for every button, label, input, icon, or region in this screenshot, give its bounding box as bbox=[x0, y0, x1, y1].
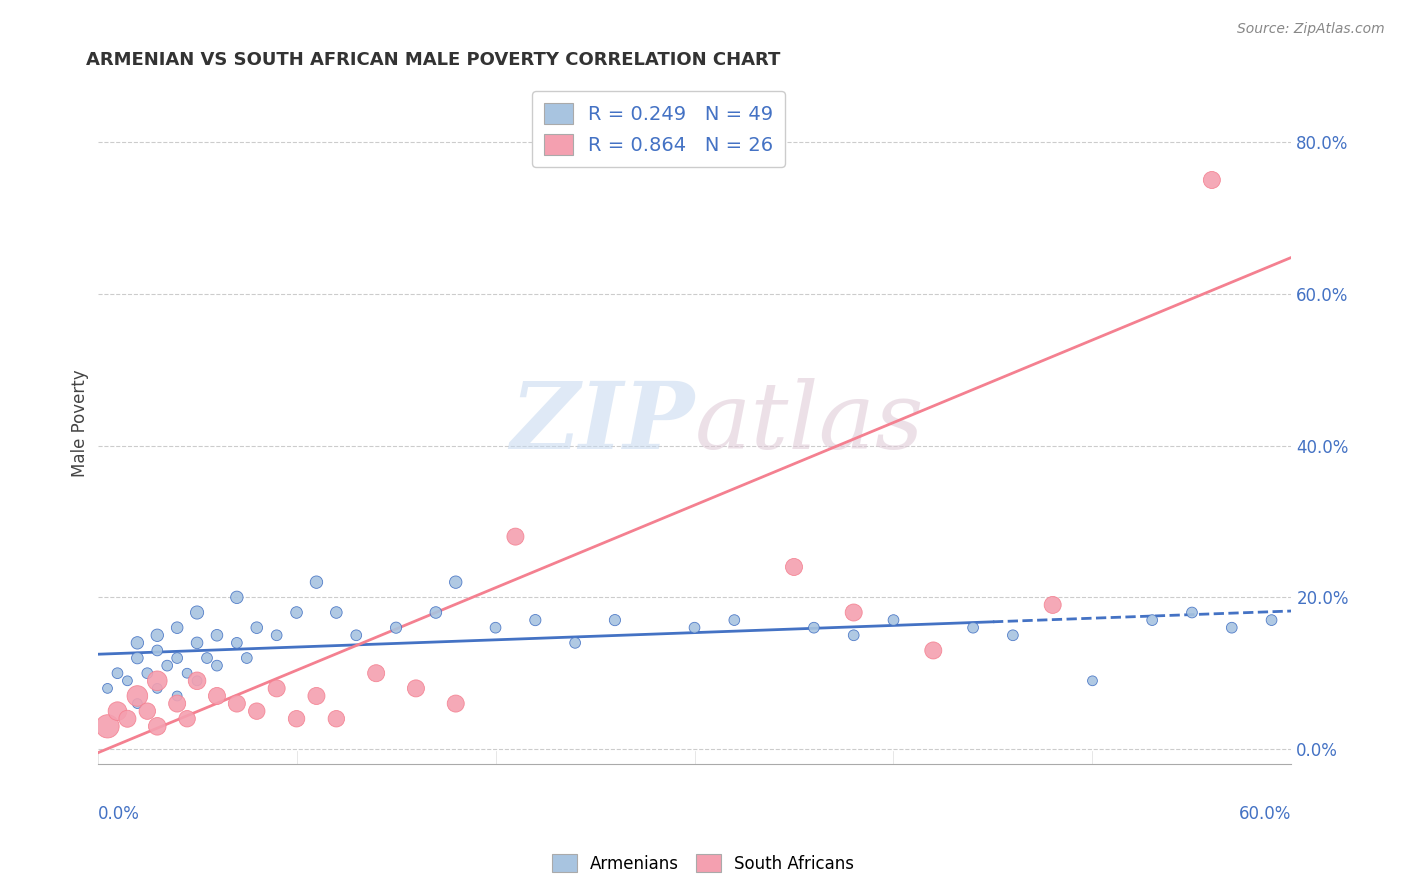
Point bbox=[236, 651, 259, 665]
Point bbox=[246, 704, 269, 718]
Point bbox=[305, 689, 328, 703]
Point bbox=[146, 719, 169, 733]
Point bbox=[285, 712, 308, 726]
Point bbox=[186, 636, 208, 650]
Point bbox=[922, 643, 945, 657]
Point bbox=[405, 681, 427, 696]
Point bbox=[803, 621, 825, 635]
Point bbox=[385, 621, 408, 635]
Point bbox=[962, 621, 984, 635]
Point bbox=[107, 704, 129, 718]
Text: Source: ZipAtlas.com: Source: ZipAtlas.com bbox=[1237, 22, 1385, 37]
Point bbox=[1081, 673, 1104, 688]
Point bbox=[505, 530, 527, 544]
Point bbox=[146, 628, 169, 642]
Text: 0.0%: 0.0% bbox=[97, 805, 139, 823]
Point bbox=[484, 621, 506, 635]
Point bbox=[127, 636, 149, 650]
Point bbox=[425, 606, 447, 620]
Point bbox=[723, 613, 745, 627]
Point bbox=[444, 697, 467, 711]
Point bbox=[156, 658, 179, 673]
Point bbox=[225, 591, 247, 605]
Legend: R = 0.249   N = 49, R = 0.864   N = 26: R = 0.249 N = 49, R = 0.864 N = 26 bbox=[531, 91, 786, 167]
Point bbox=[146, 643, 169, 657]
Point bbox=[195, 651, 218, 665]
Point bbox=[146, 681, 169, 696]
Point bbox=[285, 606, 308, 620]
Text: ARMENIAN VS SOUTH AFRICAN MALE POVERTY CORRELATION CHART: ARMENIAN VS SOUTH AFRICAN MALE POVERTY C… bbox=[86, 51, 780, 69]
Point bbox=[117, 673, 139, 688]
Point bbox=[842, 606, 865, 620]
Point bbox=[1181, 606, 1204, 620]
Point bbox=[176, 712, 198, 726]
Point bbox=[1042, 598, 1064, 612]
Point bbox=[683, 621, 706, 635]
Point bbox=[266, 628, 288, 642]
Point bbox=[524, 613, 547, 627]
Point bbox=[96, 719, 118, 733]
Point bbox=[1001, 628, 1024, 642]
Point bbox=[225, 697, 247, 711]
Point bbox=[266, 681, 288, 696]
Point bbox=[1201, 173, 1223, 187]
Point bbox=[325, 712, 347, 726]
Point bbox=[136, 666, 159, 681]
Point bbox=[1220, 621, 1243, 635]
Point bbox=[166, 697, 188, 711]
Point bbox=[603, 613, 626, 627]
Point bbox=[1140, 613, 1163, 627]
Point bbox=[146, 673, 169, 688]
Point bbox=[127, 697, 149, 711]
Point bbox=[344, 628, 367, 642]
Point bbox=[564, 636, 586, 650]
Point bbox=[186, 673, 208, 688]
Text: 60.0%: 60.0% bbox=[1239, 805, 1292, 823]
Point bbox=[136, 704, 159, 718]
Point bbox=[882, 613, 904, 627]
Point bbox=[1260, 613, 1282, 627]
Point bbox=[205, 658, 228, 673]
Point bbox=[127, 689, 149, 703]
Point bbox=[186, 673, 208, 688]
Point bbox=[842, 628, 865, 642]
Point bbox=[96, 681, 118, 696]
Y-axis label: Male Poverty: Male Poverty bbox=[72, 369, 89, 476]
Point bbox=[107, 666, 129, 681]
Point bbox=[444, 575, 467, 590]
Legend: Armenians, South Africans: Armenians, South Africans bbox=[546, 847, 860, 880]
Point bbox=[166, 689, 188, 703]
Point bbox=[783, 560, 806, 574]
Point bbox=[166, 651, 188, 665]
Point bbox=[186, 606, 208, 620]
Point bbox=[366, 666, 388, 681]
Point bbox=[225, 636, 247, 650]
Point bbox=[246, 621, 269, 635]
Text: ZIP: ZIP bbox=[510, 378, 695, 467]
Point bbox=[166, 621, 188, 635]
Point bbox=[205, 689, 228, 703]
Text: atlas: atlas bbox=[695, 378, 924, 467]
Point bbox=[325, 606, 347, 620]
Point bbox=[176, 666, 198, 681]
Point bbox=[205, 628, 228, 642]
Point bbox=[127, 651, 149, 665]
Point bbox=[305, 575, 328, 590]
Point bbox=[117, 712, 139, 726]
